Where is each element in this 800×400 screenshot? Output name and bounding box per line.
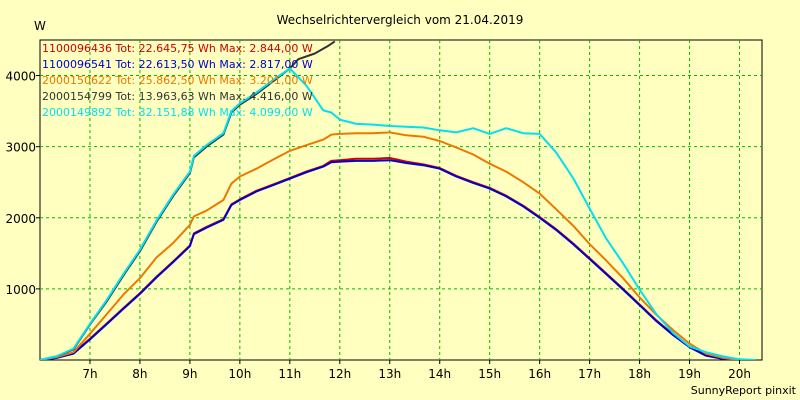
x-tick-label: 14h [428,367,451,381]
x-tick-label: 13h [378,367,401,381]
legend-entry-2000149892: 2000149892 Tot: 32.151,88 Wh Max: 4.099,… [42,106,313,119]
legend-entry-1100096436: 1100096436 Tot: 22.645,75 Wh Max: 2.844,… [42,42,313,55]
grid-lines [40,40,762,360]
legend-entry-2000150622: 2000150622 Tot: 25.862,50 Wh Max: 3.201,… [42,74,313,87]
x-tick-label: 11h [278,367,301,381]
x-tick-label: 17h [578,367,601,381]
x-tick-label: 19h [678,367,701,381]
x-tick-label: 16h [528,367,551,381]
y-axis-ticks: 1000 2000 3000 4000 [5,70,40,297]
series-line-2000150622 [40,131,756,360]
x-tick-label: 8h [132,367,147,381]
x-tick-label: 18h [628,367,651,381]
series-line-2000149892 [40,67,757,360]
legend-entry-1100096541: 1100096541 Tot: 22.613,50 Wh Max: 2.817,… [42,58,313,71]
x-tick-label: 20h [728,367,751,381]
y-tick-label: 1000 [5,283,36,297]
y-tick-label: 2000 [5,212,36,226]
x-tick-label: 9h [182,367,197,381]
x-tick-label: 15h [478,367,501,381]
legend: 1100096436 Tot: 22.645,75 Wh Max: 2.844,… [42,42,313,119]
x-tick-label: 7h [82,367,97,381]
x-axis-ticks: 7h 8h 9h 10h 11h 12h 13h 14h 15h 16h 17h 18h 19h 20h [82,360,751,381]
x-tick-label: 10h [228,367,251,381]
y-tick-label: 3000 [5,141,36,155]
x-tick-label: 12h [328,367,351,381]
legend-entry-2000154799: 2000154799 Tot: 13.963,63 Wh Max: 4.416,… [42,90,313,103]
footer-credit: SunnyReport pinxit [691,384,797,397]
series-line-1100096541 [40,159,756,360]
series-lines [40,40,757,360]
y-axis-unit-label: W [34,19,46,33]
y-tick-label: 4000 [5,70,36,84]
chart-title: Wechselrichtervergleich vom 21.04.2019 [277,13,524,27]
